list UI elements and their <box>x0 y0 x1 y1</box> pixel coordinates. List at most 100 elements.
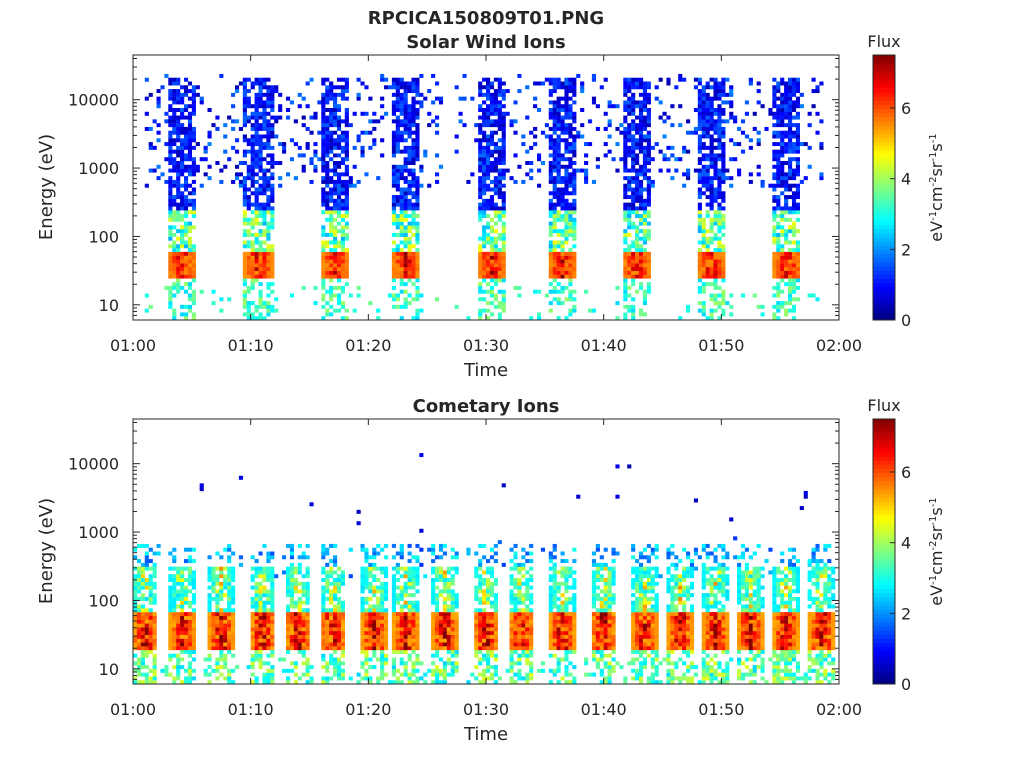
heatmap-cell <box>392 195 396 199</box>
heatmap-cell <box>341 605 345 609</box>
heatmap-cell <box>211 567 215 571</box>
heatmap-cell <box>251 635 255 639</box>
heatmap-cell <box>702 229 706 233</box>
heatmap-cell <box>321 616 325 620</box>
heatmap-cell <box>251 191 255 195</box>
heatmap-cell <box>557 244 561 248</box>
heatmap-cell <box>408 119 412 123</box>
heatmap-cell <box>682 150 686 154</box>
heatmap-cell <box>266 601 270 605</box>
heatmap-cell <box>396 180 400 184</box>
heatmap-cell <box>223 639 227 643</box>
heatmap-cell <box>192 157 196 161</box>
heatmap-cell <box>141 665 145 669</box>
heatmap-cell <box>796 165 800 169</box>
heatmap-cell <box>784 210 788 214</box>
heatmap-cell <box>482 237 486 241</box>
heatmap-cell <box>321 623 325 627</box>
heatmap-cell <box>639 267 643 271</box>
heatmap-cell <box>176 654 180 658</box>
heatmap-cell <box>788 127 792 131</box>
heatmap-cell <box>357 97 361 101</box>
heatmap-cell <box>145 654 149 658</box>
heatmap-cell <box>627 256 631 260</box>
heatmap-cell <box>749 172 753 176</box>
heatmap-cell <box>270 582 274 586</box>
cometary-cells <box>133 453 835 684</box>
heatmap-cell <box>180 589 184 593</box>
heatmap-cell <box>408 222 412 226</box>
heatmap-cell <box>325 275 329 279</box>
heatmap-cell <box>772 214 776 218</box>
heatmap-cell <box>419 169 423 173</box>
heatmap-cell <box>337 635 341 639</box>
heatmap-cell <box>172 89 176 93</box>
heatmap-cell <box>259 104 263 108</box>
heatmap-cell <box>490 180 494 184</box>
heatmap-cell <box>153 597 157 601</box>
heatmap-cell <box>553 225 557 229</box>
heatmap-cell <box>623 184 627 188</box>
heatmap-cell <box>415 123 419 127</box>
heatmap-cell <box>266 623 270 627</box>
heatmap-cell <box>341 256 345 260</box>
heatmap-cell <box>247 150 251 154</box>
heatmap-cell <box>717 195 721 199</box>
heatmap-cell <box>219 567 223 571</box>
heatmap-cell <box>568 214 572 218</box>
heatmap-cell <box>172 210 176 214</box>
heatmap-cell <box>478 188 482 192</box>
heatmap-cell <box>643 138 647 142</box>
heatmap-cell <box>376 605 380 609</box>
heatmap-cell <box>376 578 380 582</box>
heatmap-cell <box>325 608 329 612</box>
heatmap-cell <box>698 138 702 142</box>
heatmap-cell <box>502 93 506 97</box>
heatmap-cell <box>184 305 188 309</box>
heatmap-cell <box>561 131 565 135</box>
heatmap-cell <box>557 100 561 104</box>
heatmap-cell <box>333 131 337 135</box>
heatmap-cell <box>639 222 643 226</box>
heatmap-cell <box>172 548 176 552</box>
heatmap-cell <box>368 301 372 305</box>
heatmap-cell <box>702 123 706 127</box>
heatmap-cell <box>259 275 263 279</box>
heatmap-cell <box>223 574 227 578</box>
heatmap-cell <box>290 642 294 646</box>
heatmap-cell <box>384 589 388 593</box>
heatmap-cell <box>364 131 368 135</box>
heatmap-cell <box>251 161 255 165</box>
heatmap-cell <box>647 85 651 89</box>
heatmap-cell <box>717 259 721 263</box>
heatmap-cell <box>815 112 819 116</box>
heatmap-cell <box>486 237 490 241</box>
heatmap-cell <box>698 290 702 294</box>
heatmap-cell <box>321 169 325 173</box>
heatmap-cell <box>172 616 176 620</box>
heatmap-cell <box>408 89 412 93</box>
heatmap-cell <box>400 593 404 597</box>
heatmap-cell <box>215 665 219 669</box>
heatmap-cell <box>294 665 298 669</box>
heatmap-cell <box>215 620 219 624</box>
heatmap-cell <box>631 191 635 195</box>
heatmap-cell <box>266 646 270 650</box>
heatmap-cell <box>184 206 188 210</box>
heatmap-cell <box>400 278 404 282</box>
heatmap-cell <box>380 548 384 552</box>
heatmap-cell <box>251 241 255 245</box>
heatmap-cell <box>392 271 396 275</box>
heatmap-cell <box>549 290 553 294</box>
heatmap-cell <box>784 100 788 104</box>
heatmap-cell <box>404 104 408 108</box>
heatmap-cell <box>780 100 784 104</box>
heatmap-cell <box>400 150 404 154</box>
heatmap-cell <box>702 237 706 241</box>
heatmap-cell <box>360 82 364 86</box>
heatmap-cell <box>176 263 180 267</box>
heatmap-cell <box>215 574 219 578</box>
heatmap-cell <box>564 146 568 150</box>
heatmap-cell <box>168 631 172 635</box>
heatmap-cell <box>415 78 419 82</box>
